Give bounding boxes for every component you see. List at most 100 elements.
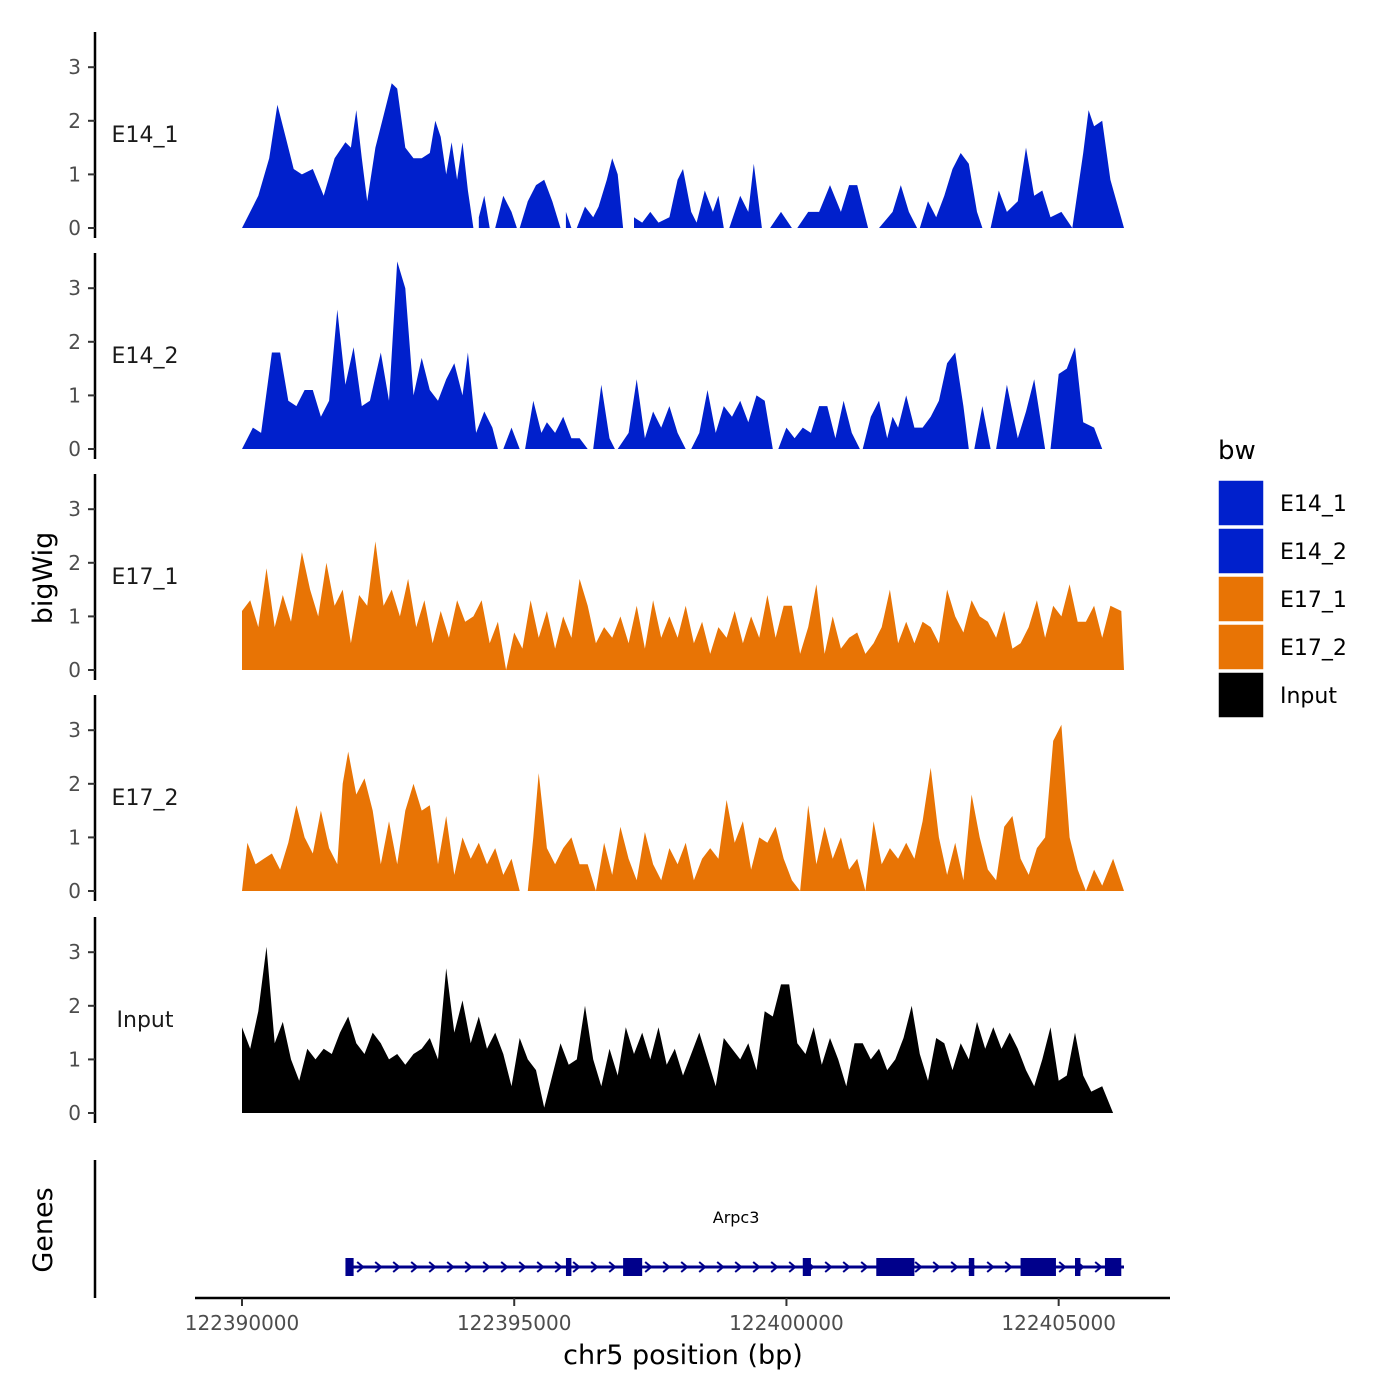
y-tick-label: 0 — [68, 879, 81, 903]
gene-exon — [876, 1258, 915, 1276]
area-e14-2 — [974, 406, 991, 449]
area-e14-1 — [495, 195, 517, 228]
area-e14-1 — [990, 147, 1073, 228]
legend-swatch-input — [1217, 671, 1265, 719]
area-e14-2 — [996, 379, 1046, 449]
strand-arrow — [860, 1261, 869, 1273]
genes-track: Arpc3 — [93, 1160, 1124, 1298]
track-label: E14_1 — [112, 123, 179, 148]
area-e14-2 — [778, 400, 860, 449]
bigwig-tracks: 0 1 2 3 E14_1 0 1 2 3 E14_2 0 1 2 3 E17_1 0 1 2 3 E17_2 0 1 2 3… — [68, 32, 1124, 1125]
strand-arrow — [572, 1261, 581, 1273]
track-label: Input — [117, 1008, 174, 1033]
strand-arrow — [698, 1261, 707, 1273]
track-e14-2: 0 1 2 3 E14_2 — [68, 253, 1103, 461]
strand-arrow — [356, 1261, 365, 1273]
strand-arrow — [1058, 1261, 1067, 1273]
y-tick-label: 1 — [68, 604, 81, 628]
area-e14-1 — [879, 185, 918, 228]
strand-arrow — [554, 1261, 563, 1273]
gene-name-label: Arpc3 — [713, 1208, 760, 1227]
track-e14-1: 0 1 2 3 E14_1 — [68, 32, 1124, 240]
y-tick-label: 2 — [68, 551, 81, 575]
legend-swatch-e17-2 — [1217, 623, 1265, 671]
track-label: E17_2 — [112, 786, 179, 811]
legend-title: bw — [1218, 436, 1256, 466]
area-e14-1 — [919, 153, 983, 228]
legend-label: E17_2 — [1280, 636, 1347, 661]
area-e17-2 — [242, 724, 1124, 891]
strand-arrow — [770, 1261, 779, 1273]
x-tick-label: 122400000 — [729, 1311, 844, 1335]
area-e14-2 — [525, 400, 588, 449]
strand-arrow — [788, 1261, 797, 1273]
y-tick-label: 2 — [68, 330, 81, 354]
y-tick-label: 1 — [68, 383, 81, 407]
area-input — [242, 946, 1114, 1113]
area-e14-1 — [634, 169, 724, 228]
area-e14-1 — [1072, 110, 1124, 228]
track-label: E17_1 — [112, 565, 179, 590]
y-tick-label: 2 — [68, 109, 81, 133]
strand-arrow — [644, 1261, 653, 1273]
genes-track-title: Genes — [28, 1187, 59, 1272]
strand-arrow — [428, 1261, 437, 1273]
x-axis-title: chr5 position (bp) — [563, 1340, 803, 1371]
y-tick-label: 3 — [68, 276, 81, 300]
strand-arrow — [392, 1261, 401, 1273]
strand-arrow — [1094, 1261, 1103, 1273]
gene-exon — [623, 1258, 643, 1276]
y-tick-label: 2 — [68, 994, 81, 1018]
y-tick-label: 3 — [68, 497, 81, 521]
area-e14-1 — [797, 185, 869, 228]
x-axis: 122390000 122395000 122400000 122405000 — [185, 1296, 1170, 1335]
x-tick-label: 122405000 — [1001, 1311, 1116, 1335]
area-e14-1 — [729, 163, 762, 228]
legend-swatch-e14-2 — [1217, 527, 1265, 575]
track-e17-2: 0 1 2 3 E17_2 — [68, 695, 1124, 903]
track-e17-1: 0 1 2 3 E17_1 — [68, 474, 1124, 682]
y-tick-label: 0 — [68, 1101, 81, 1125]
x-tick-label: 122395000 — [457, 1311, 572, 1335]
y-tick-label: 3 — [68, 718, 81, 742]
strand-arrow — [374, 1261, 383, 1273]
area-e14-1 — [770, 211, 792, 228]
strand-arrow — [680, 1261, 689, 1273]
legend-label: Input — [1280, 684, 1337, 709]
y-tick-label: 1 — [68, 1047, 81, 1071]
strand-arrow — [464, 1261, 473, 1273]
area-e17-1 — [242, 541, 1124, 670]
strand-arrow — [1004, 1261, 1013, 1273]
gene-exon — [1104, 1258, 1122, 1276]
strand-arrow — [734, 1261, 743, 1273]
strand-arrow — [824, 1261, 833, 1273]
area-e14-2 — [593, 384, 615, 449]
strand-arrow — [752, 1261, 761, 1273]
strand-arrow — [716, 1261, 725, 1273]
strand-arrow — [590, 1261, 599, 1273]
gene-exon — [565, 1258, 572, 1276]
strand-arrow — [482, 1261, 491, 1273]
strand-arrow — [518, 1261, 527, 1273]
strand-arrow — [446, 1261, 455, 1273]
area-e14-2 — [242, 261, 498, 449]
y-tick-label: 2 — [68, 772, 81, 796]
area-e14-2 — [691, 390, 773, 449]
y-tick-label: 3 — [68, 940, 81, 964]
y-tick-label: 0 — [68, 216, 81, 240]
strand-arrow — [986, 1261, 995, 1273]
legend: bw E14_1 E14_2 E17_1 E17_2 Input — [1217, 436, 1347, 719]
legend-label: E14_2 — [1280, 540, 1347, 565]
area-e14-2 — [1050, 347, 1103, 449]
track-label: E14_2 — [112, 344, 179, 369]
legend-label: E14_1 — [1280, 492, 1347, 517]
track-input: 0 1 2 3 Input — [68, 917, 1114, 1125]
strand-arrow — [842, 1261, 851, 1273]
area-e14-1 — [242, 83, 474, 228]
area-e14-1 — [576, 158, 624, 228]
strand-arrow — [410, 1261, 419, 1273]
y-tick-label: 3 — [68, 55, 81, 79]
gene-exon — [968, 1258, 975, 1276]
strand-arrow — [500, 1261, 509, 1273]
